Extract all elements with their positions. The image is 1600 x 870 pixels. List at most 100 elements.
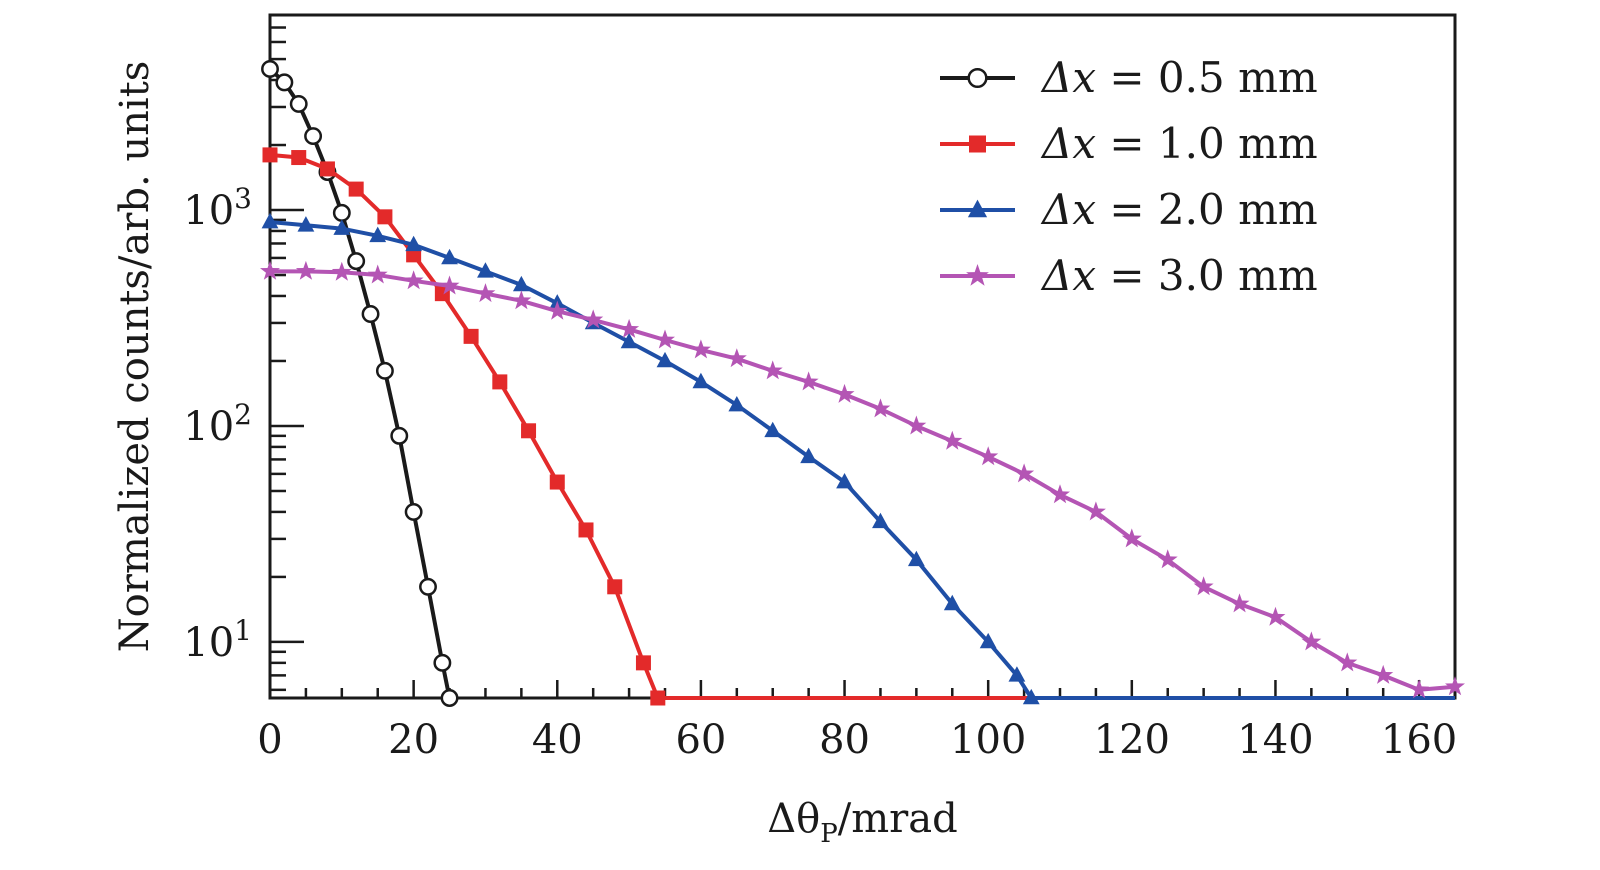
legend-label: Δx = 0.5 mm [1040, 53, 1318, 102]
data-point [1301, 631, 1322, 651]
data-point [834, 383, 855, 403]
data-point [800, 447, 818, 464]
x-tick-label: 100 [950, 717, 1026, 763]
x-axis-title-subscript: P [820, 819, 838, 849]
data-point [377, 209, 393, 225]
data-point [1409, 679, 1430, 699]
data-point [978, 446, 999, 466]
legend-label: Δx = 1.0 mm [1040, 119, 1318, 168]
data-point [635, 655, 651, 671]
data-point [511, 290, 532, 310]
y-tick-exponent: 3 [234, 182, 252, 215]
data-point [1157, 549, 1178, 569]
data-point [1229, 593, 1250, 613]
data-point [655, 329, 675, 349]
data-point [764, 421, 782, 438]
x-tick-label: 0 [257, 717, 282, 763]
y-tick-exponent: 1 [234, 614, 252, 647]
data-point [304, 127, 323, 146]
data-point [369, 226, 387, 243]
data-point [348, 181, 364, 197]
data-point [521, 423, 537, 439]
data-point [477, 262, 494, 278]
series-2 [262, 147, 1455, 706]
data-point [331, 261, 352, 281]
y-axis-title: Normalized counts/arb. units [112, 61, 158, 653]
data-point [1022, 688, 1040, 705]
data-point [440, 689, 459, 707]
legend-entry: Δx = 2.0 mm [940, 185, 1318, 234]
y-tick-label: 103 [183, 182, 252, 234]
data-point [966, 264, 989, 286]
legend-label: Δx = 3.0 mm [1040, 251, 1318, 300]
series-4 [260, 260, 1465, 699]
data-point [762, 360, 783, 380]
data-point [390, 426, 409, 445]
data-point [798, 371, 819, 391]
data-point [872, 512, 889, 529]
data-point [728, 395, 746, 412]
data-point [332, 203, 351, 222]
data-point [295, 260, 316, 280]
data-point [1085, 501, 1106, 521]
y-tick-label: 102 [183, 398, 252, 450]
data-point [261, 60, 279, 78]
data-point [275, 73, 294, 92]
data-point [319, 161, 335, 177]
legend-entry: Δx = 1.0 mm [940, 119, 1318, 168]
data-point [836, 472, 853, 489]
data-point [942, 430, 963, 450]
data-point [549, 474, 565, 490]
data-point [403, 270, 424, 290]
y-tick-base: 10 [183, 620, 234, 666]
legend-entry: Δx = 0.5 mm [940, 53, 1318, 102]
legend-entry: Δx = 3.0 mm [940, 251, 1318, 300]
y-tick-base: 10 [183, 188, 234, 234]
data-point [260, 260, 280, 280]
plot-border [268, 13, 1457, 700]
data-point [1337, 652, 1358, 672]
data-point [1008, 666, 1026, 682]
data-point [607, 579, 623, 595]
data-point [690, 339, 711, 359]
x-tick-label: 140 [1237, 717, 1313, 763]
data-point [619, 318, 640, 338]
data-point [347, 252, 366, 271]
data-point [870, 398, 891, 418]
data-point [289, 94, 308, 113]
data-point [441, 248, 458, 265]
data-point [291, 150, 307, 166]
data-point [1014, 463, 1035, 483]
data-point [969, 135, 986, 153]
data-point [261, 212, 279, 229]
plot-frame [268, 13, 1457, 700]
legend: Δx = 0.5 mm Δx = 1.0 mm Δx = 2.0 mm Δx = 3.… [940, 53, 1318, 300]
data-point [512, 275, 530, 292]
legend-label: Δx = 2.0 mm [1040, 185, 1318, 234]
x-axis-ticks: 0 20 40 60 80 100 120 140 160 [257, 680, 1457, 763]
x-axis-title-suffix: /mrad [838, 796, 958, 842]
data-point [367, 264, 388, 284]
data-point [726, 348, 747, 368]
data-point [967, 199, 988, 218]
data-point [656, 351, 674, 368]
data-point [1121, 528, 1142, 548]
data-point [492, 374, 508, 390]
data-point [547, 300, 568, 320]
data-point [907, 550, 925, 567]
data-point [943, 594, 961, 611]
data-point [692, 372, 710, 389]
series-line [270, 269, 1456, 692]
x-tick-label: 40 [532, 717, 583, 763]
data-point [1373, 664, 1394, 684]
data-point [620, 332, 638, 349]
x-tick-label: 20 [388, 717, 439, 763]
data-point [297, 216, 315, 232]
data-point [439, 275, 460, 295]
data-point [979, 632, 997, 649]
data-point [1050, 484, 1070, 504]
data-point [1265, 606, 1286, 626]
y-tick-label: 101 [183, 614, 252, 666]
